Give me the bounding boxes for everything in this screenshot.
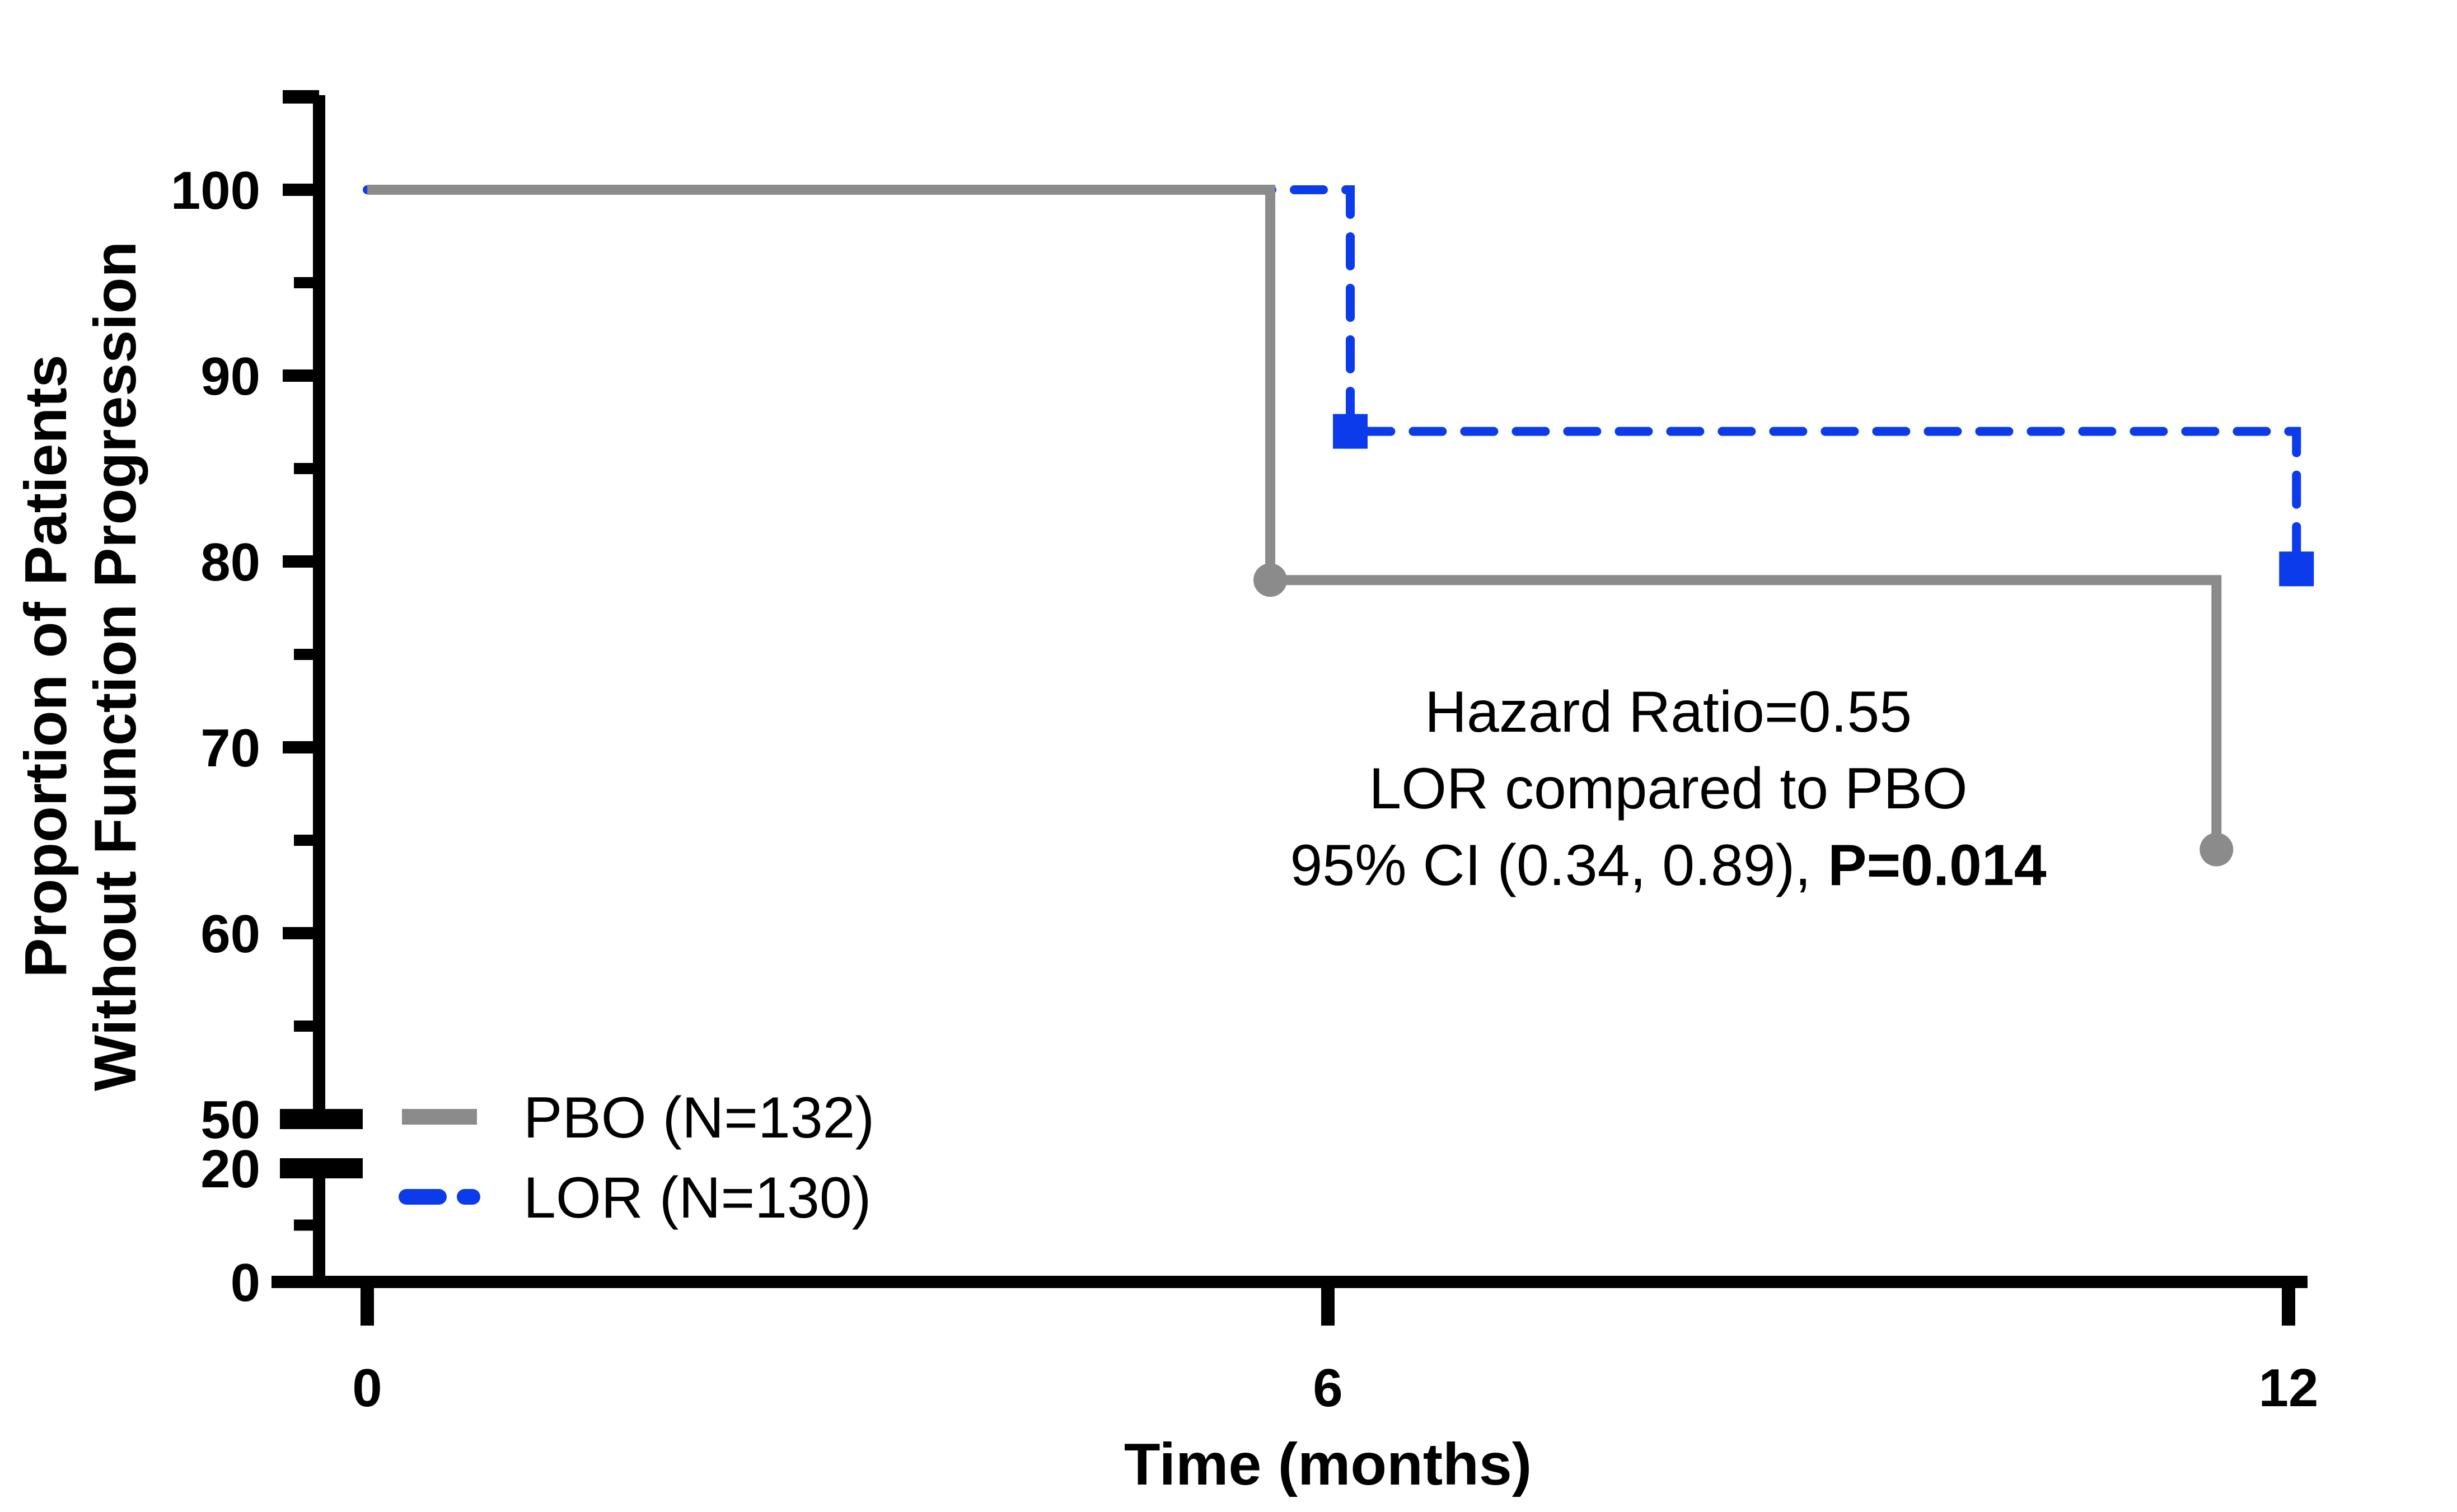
pbo-circle-marker-2: [2199, 832, 2234, 867]
y-axis-title-line1: Proportion of Patients: [13, 355, 79, 978]
series-curve-pbo: [367, 185, 2222, 850]
legend-swatches-group: [399, 1109, 480, 1205]
y-tick-label-20: 20: [200, 1139, 260, 1199]
annotation-comparison: LOR compared to PBO: [1369, 756, 1967, 821]
legend-label-pbo: PBO (N=132): [523, 1085, 874, 1150]
x-tick-label-6: 6: [1313, 1358, 1342, 1418]
y-tick-label-90: 90: [200, 347, 260, 406]
y-tick-label-50: 50: [200, 1090, 260, 1150]
y-tick-label-80: 80: [200, 532, 260, 592]
y-tick-label-100: 100: [171, 161, 260, 221]
axes-group: [272, 90, 2308, 1326]
x-axis-title: Time (months): [1124, 1431, 1532, 1497]
y-axis-title-line2: Without Function Progression: [82, 241, 148, 1091]
x-tick-label-12: 12: [2259, 1358, 2319, 1418]
annotation-hazard-ratio: Hazard Ratio=0.55: [1425, 680, 1912, 745]
series-group: [363, 185, 2314, 867]
annotation-pvalue-text: P=0.014: [1828, 833, 2047, 898]
annotation-ci-pvalue: 95% CI (0.34, 0.89), P=0.014: [1290, 833, 2046, 898]
annotation-ci-text: 95% CI (0.34, 0.89),: [1290, 833, 1811, 898]
legend-label-lor: LOR (N=130): [523, 1165, 871, 1230]
x-tick-label-0: 0: [352, 1358, 382, 1418]
y-tick-label-70: 70: [200, 718, 260, 778]
y-tick-label-0: 0: [231, 1253, 260, 1313]
series-curve-lor: [363, 185, 2301, 574]
y-tick-label-60: 60: [200, 904, 260, 964]
lor-square-marker-1: [1333, 414, 1368, 449]
pbo-circle-marker-1: [1253, 563, 1288, 597]
lor-square-marker-2: [2279, 551, 2314, 587]
